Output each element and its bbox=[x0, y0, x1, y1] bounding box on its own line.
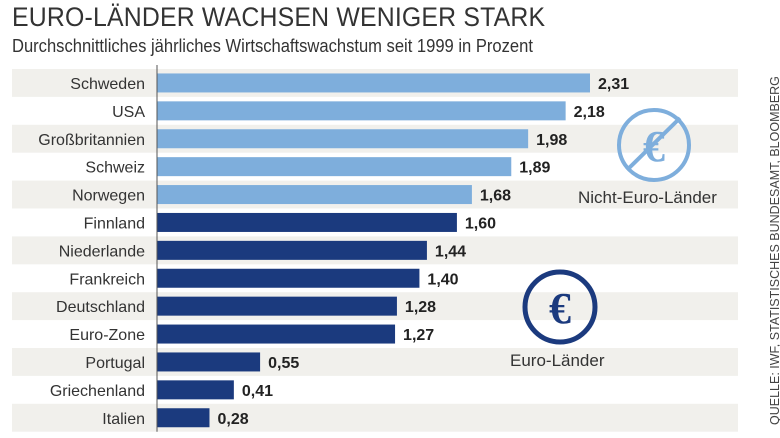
category-label: USA bbox=[112, 104, 145, 121]
value-label: 1,28 bbox=[405, 299, 436, 316]
value-label: 1,98 bbox=[536, 132, 567, 149]
bar bbox=[157, 185, 472, 205]
euro-circle-icon bbox=[522, 269, 598, 345]
value-label: 1,44 bbox=[435, 243, 466, 260]
legend-non-euro: Nicht-Euro-Länder bbox=[578, 188, 717, 207]
source-note: QUELLE: IWF, STATISTISCHES BUNDESAMT, BL… bbox=[768, 76, 780, 425]
value-label: 1,27 bbox=[403, 327, 434, 344]
category-label: Norwegen bbox=[72, 188, 145, 205]
bar bbox=[157, 408, 210, 428]
bar bbox=[157, 212, 457, 232]
bar bbox=[157, 101, 566, 121]
euro-symbol-icon: € bbox=[549, 284, 571, 333]
bar bbox=[157, 380, 234, 400]
category-label: Euro-Zone bbox=[69, 327, 145, 344]
category-label: Frankreich bbox=[69, 271, 145, 288]
chart-subtitle: Durchschnittliches jährliches Wirtschaft… bbox=[12, 36, 533, 56]
category-label: Deutschland bbox=[56, 299, 145, 316]
value-label: 1,60 bbox=[465, 215, 496, 232]
category-label: Niederlande bbox=[59, 243, 145, 260]
bar bbox=[157, 296, 397, 316]
value-label: 0,28 bbox=[217, 411, 248, 428]
category-label: Finnland bbox=[84, 215, 145, 232]
row-stripe bbox=[12, 348, 738, 376]
bar bbox=[157, 129, 529, 149]
bar bbox=[157, 352, 261, 372]
value-label: 1,40 bbox=[427, 271, 458, 288]
legend-euro: Euro-Länder bbox=[510, 351, 605, 370]
category-label: Großbritannien bbox=[38, 132, 145, 149]
bar bbox=[157, 324, 396, 344]
strike-icon bbox=[625, 116, 682, 172]
value-label: 1,89 bbox=[519, 160, 550, 177]
bar bbox=[157, 157, 512, 177]
value-label: 2,31 bbox=[598, 76, 629, 93]
value-label: 1,68 bbox=[480, 188, 511, 205]
value-label: 2,18 bbox=[574, 104, 605, 121]
category-label: Schweiz bbox=[85, 160, 145, 177]
category-label: Schweden bbox=[70, 76, 145, 93]
category-label: Italien bbox=[102, 411, 145, 428]
bar bbox=[157, 268, 420, 288]
bar bbox=[157, 73, 590, 93]
value-label: 0,55 bbox=[268, 355, 299, 372]
category-label: Griechenland bbox=[50, 383, 145, 400]
chart-title: EURO-LÄNDER WACHSEN WENIGER STARK bbox=[12, 2, 546, 32]
euro-symbol-icon: € bbox=[643, 122, 665, 171]
crossed-euro-icon bbox=[617, 108, 691, 182]
bar bbox=[157, 240, 427, 260]
row-stripe bbox=[12, 403, 738, 432]
value-label: 0,41 bbox=[242, 383, 273, 400]
category-label: Portugal bbox=[85, 355, 145, 372]
